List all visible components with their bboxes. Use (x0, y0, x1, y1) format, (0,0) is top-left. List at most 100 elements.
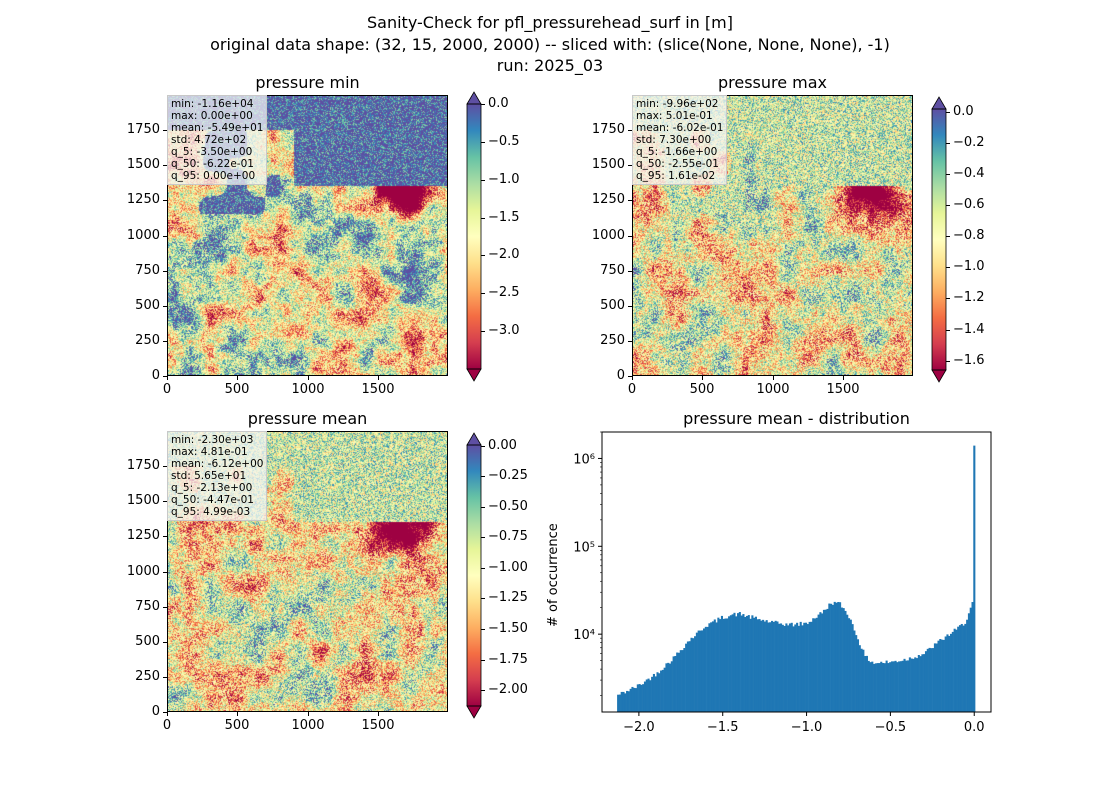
histogram-bar (916, 658, 919, 712)
stats-line: std: 5.65e+01 (171, 470, 247, 482)
x-tick-label: 1000 (291, 718, 325, 733)
histogram-bar (627, 691, 630, 712)
colorbar-tickmark (481, 446, 485, 447)
histogram-bar (951, 631, 954, 712)
x-tick-label: 0 (627, 382, 637, 397)
histogram-bar (670, 661, 673, 712)
histogram-bar (713, 619, 716, 712)
histogram-bar (751, 615, 754, 712)
y-tickmark (163, 712, 167, 713)
histogram-bar (645, 679, 648, 712)
colorbar-tickmark (946, 330, 950, 331)
colorbar-gradient (466, 432, 482, 719)
histogram-bar (717, 617, 720, 712)
histogram-bar (908, 657, 911, 712)
figure-title-line-3: run: 2025_03 (496, 56, 604, 75)
histogram-bar (788, 623, 792, 712)
histogram-bar (899, 661, 902, 712)
histogram-bar (735, 616, 738, 712)
x-tickmark (167, 712, 168, 716)
x-tickmark (843, 376, 844, 380)
histogram-bar (636, 684, 639, 712)
histogram-bar (704, 626, 707, 712)
histogram-bar (622, 691, 625, 712)
x-tick-label: 500 (224, 718, 250, 733)
histogram-bar (806, 624, 809, 712)
histogram-bar (724, 618, 727, 712)
colorbar-tick-label: −0.50 (488, 499, 528, 514)
histogram-bar (964, 623, 967, 712)
histogram-bar (710, 622, 713, 712)
stats-line: min: -2.30e+03 (171, 434, 254, 446)
colorbar-tick-label: −1.2 (953, 290, 985, 305)
histogram-bar (676, 652, 679, 712)
histogram-bar (953, 628, 956, 712)
stats-line: q_5: -3.50e+00 (171, 146, 253, 158)
colorbar-tickmark (481, 331, 485, 332)
histogram-bar (803, 622, 806, 712)
y-tick-label: 1500 (126, 493, 160, 508)
histogram-bar (799, 621, 802, 712)
histogram-bar (842, 608, 845, 712)
histogram-bar (726, 618, 729, 712)
colorbar-tickmark (946, 236, 950, 237)
stats-line: mean: -6.12e+00 (171, 458, 264, 470)
y-tickmark (163, 271, 167, 272)
histogram-bar (890, 661, 894, 712)
histogram-bar (728, 616, 731, 712)
colorbar-tickmark (481, 218, 485, 219)
y-tick-label: 500 (135, 298, 160, 313)
histogram-bar (892, 661, 895, 712)
stats-line: min: -9.96e+02 (636, 98, 719, 110)
y-tickmark (163, 341, 167, 342)
y-tickmark (163, 642, 167, 643)
histogram-bar (652, 673, 655, 712)
colorbar-gradient (931, 96, 947, 383)
y-tickmark (163, 607, 167, 608)
colorbar-tickmark (946, 143, 950, 144)
histogram-bar (790, 622, 793, 712)
histogram-bar (828, 603, 831, 712)
x-tickmark (773, 376, 774, 380)
histogram-bar (932, 648, 935, 712)
histogram-bar (967, 613, 970, 712)
colorbar-tickmark (481, 476, 485, 477)
y-tickmark (628, 306, 632, 307)
stats-line: q_95: 0.00e+00 (171, 170, 256, 182)
y-tickmark (628, 271, 632, 272)
histogram-bar (849, 619, 852, 712)
histogram-bar (758, 619, 761, 712)
histogram-bar (711, 621, 715, 712)
histogram-bar (747, 615, 750, 712)
histogram-bar (833, 601, 836, 712)
histogram-bar (787, 625, 790, 712)
colorbar-tick-label: −2.00 (488, 682, 528, 697)
histogram-bar (946, 634, 949, 712)
histogram-bar (692, 638, 695, 712)
histogram-bar (763, 621, 766, 712)
histogram-bar (740, 615, 743, 712)
histogram-bar (760, 620, 763, 712)
histogram-bar (805, 622, 808, 712)
colorbar-tick-label: 0.0 (488, 96, 509, 111)
histogram-bar (715, 622, 718, 712)
histogram-bar (663, 667, 666, 712)
stats-line: std: 7.30e+00 (636, 134, 712, 146)
colorbar-tickmark (481, 255, 485, 256)
histogram-bar (839, 602, 842, 712)
colorbar-tick-label: −1.4 (953, 322, 985, 337)
stats-line: max: 5.01e-01 (636, 110, 713, 122)
y-tick-label: 0 (151, 704, 160, 719)
x-tickmark (702, 376, 703, 380)
histogram-bar (810, 621, 813, 712)
histogram-bar (797, 625, 800, 712)
histogram-bar (706, 626, 709, 712)
histogram-bar (855, 635, 858, 712)
histogram-bar (874, 663, 877, 712)
colorbar-tickmark (481, 104, 485, 105)
histogram-bar (753, 617, 756, 712)
histogram-bar (824, 609, 827, 712)
histogram-bar (813, 618, 817, 712)
histogram-bar (765, 620, 768, 712)
stats-line: mean: -5.49e+01 (171, 122, 264, 134)
